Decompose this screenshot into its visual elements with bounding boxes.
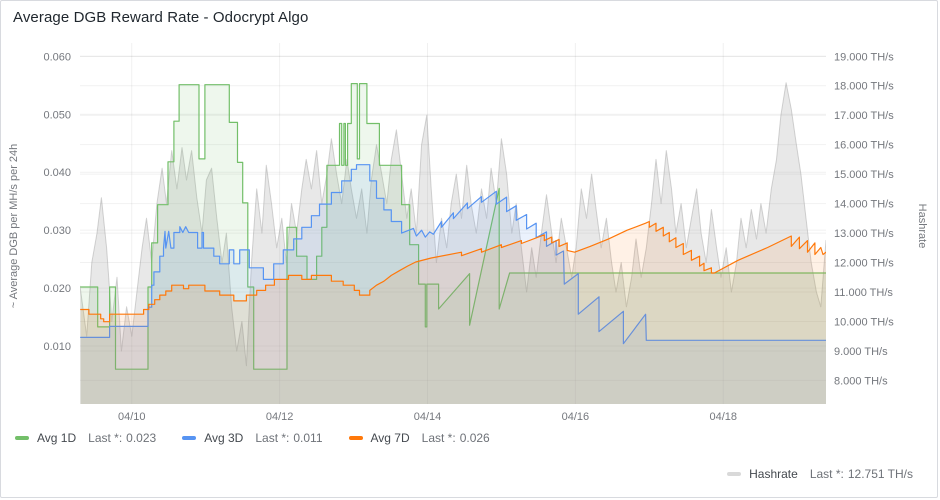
y-right-tick: 10.000 TH/s	[834, 316, 894, 328]
y-right-axis-title: Hashrate	[916, 203, 928, 249]
y-left-tick: 0.050	[43, 109, 71, 121]
x-tick: 04/12	[266, 411, 294, 423]
chart-plot: 0.060 0.050 0.040 0.030 0.020 0.010 19.000 TH/…	[43, 43, 894, 423]
legend-marker-avg-7d	[348, 436, 363, 440]
y-right-tick: 12.000 TH/s	[834, 258, 894, 270]
series-hashrate	[80, 82, 826, 404]
series-avg-3d	[80, 164, 826, 404]
legend-item-avg-3d[interactable]: Avg 3D Last *: 0.011	[182, 431, 323, 445]
y-left-tick: 0.030	[43, 225, 71, 237]
y-right-tick: 13.000 TH/s	[834, 228, 894, 240]
plot-area[interactable]	[80, 43, 826, 404]
legend-label-avg-1d: Avg 1D	[37, 431, 77, 445]
x-tick: 04/14	[414, 411, 442, 423]
y-right-tick: 9.000 TH/s	[834, 346, 888, 358]
legend-last-avg-3d: Last *: 0.011	[255, 431, 323, 445]
legend-label-hashrate: Hashrate	[749, 467, 798, 481]
y-right-tick: 11.000 TH/s	[834, 287, 893, 299]
legend: Avg 1D Last *: 0.023 Avg 3D Last *: 0.011 …	[15, 431, 490, 445]
legend-last-hashrate: Last *: 12.751 TH/s	[809, 467, 913, 481]
y-right-tick: 18.000 TH/s	[834, 81, 894, 93]
y-right-tick: 16.000 TH/s	[834, 140, 894, 152]
y-right-tick: 19.000 TH/s	[834, 51, 894, 63]
legend-item-avg-1d[interactable]: Avg 1D Last *: 0.023	[15, 431, 156, 445]
y-left-tick: 0.060	[43, 51, 71, 63]
legend-last-avg-1d: Last *: 0.023	[88, 431, 157, 445]
legend-marker-avg-3d	[182, 436, 197, 440]
series-avg-7d	[80, 220, 826, 404]
legend-marker-hashrate	[727, 472, 742, 476]
y-right-tick: 8.000 TH/s	[834, 375, 888, 387]
legend-item-avg-7d[interactable]: Avg 7D Last *: 0.026	[348, 431, 490, 445]
panel-title[interactable]: Average DGB Reward Rate - Odocrypt Algo	[13, 9, 309, 26]
y-right-tick: 15.000 TH/s	[834, 169, 894, 181]
y-right-tick: 17.000 TH/s	[834, 110, 894, 122]
x-tick: 04/18	[709, 411, 737, 423]
series-avg-1d	[80, 82, 826, 404]
legend-label-avg-7d: Avg 7D	[370, 431, 410, 445]
legend-last-avg-7d: Last *: 0.026	[421, 431, 490, 445]
y-left-tick: 0.040	[43, 167, 71, 179]
x-tick: 04/16	[562, 411, 590, 423]
y-left-axis-title: ~ Average DGB per MH/s per 24h	[8, 143, 20, 309]
legend-item-hashrate[interactable]: Hashrate Last *: 12.751 TH/s	[727, 467, 913, 481]
legend-marker-avg-1d	[15, 436, 29, 440]
y-left-tick: 0.010	[43, 341, 71, 353]
legend-label-avg-3d: Avg 3D	[204, 431, 244, 445]
y-right-tick: 14.000 TH/s	[834, 199, 894, 211]
x-tick: 04/10	[118, 411, 146, 423]
y-left-tick: 0.020	[43, 283, 71, 295]
